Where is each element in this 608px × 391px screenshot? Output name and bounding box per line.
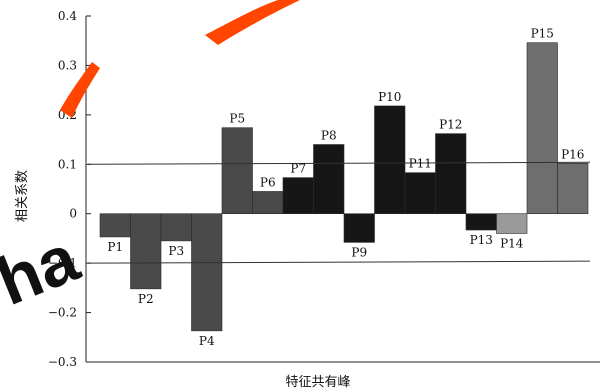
y-tick-label: 0.4 (58, 9, 77, 23)
bar-p16 (557, 162, 589, 215)
y-tick-label: −0.3 (48, 355, 77, 369)
bar-label-p2: P2 (138, 292, 154, 306)
bar-label-p9: P9 (351, 245, 367, 259)
y-axis-title: 相关系数 (15, 170, 30, 222)
bar-label-p14: P14 (500, 236, 524, 250)
y-tick-label: 0.1 (58, 157, 77, 171)
bar-p13 (465, 213, 497, 231)
bar-label-p11: P11 (409, 157, 432, 171)
bar-labels: P1 P2 P3 P4 P5 P6 P7 P8 P9 P10 P11 P12 P13 P14 P15 P16 (107, 27, 584, 348)
bar-label-p10: P10 (378, 90, 401, 104)
reference-line (87, 161, 591, 165)
bar-p15 (526, 42, 558, 215)
bar-p2 (130, 213, 162, 290)
bar-label-p16: P16 (561, 147, 584, 161)
bar-label-p12: P12 (439, 118, 462, 132)
bar-label-p3: P3 (168, 244, 184, 258)
bar-p12 (435, 133, 467, 215)
y-tick-labels: 0.40.30.20.10−0.1−0.2−0.3 (48, 9, 77, 369)
bar-label-p5: P5 (229, 112, 245, 126)
x-axis-title: 特征共有峰 (285, 375, 350, 390)
watermark-stroke (205, 0, 300, 45)
bar-p9 (343, 213, 375, 243)
reference-line (87, 260, 591, 264)
y-tick-label: −0.1 (48, 256, 77, 270)
watermark-stroke (60, 62, 100, 118)
bar-label-p4: P4 (199, 334, 215, 348)
bar-p14 (496, 213, 528, 234)
bar-label-p6: P6 (260, 175, 276, 189)
reference-lines (87, 161, 591, 264)
bar-p1 (99, 213, 131, 238)
bar-p5 (221, 127, 253, 215)
y-tick-label: 0 (69, 207, 77, 221)
bar-label-p7: P7 (290, 162, 306, 176)
bar-p6 (252, 191, 284, 215)
y-tick-label: 0.3 (58, 58, 77, 72)
bar-label-p13: P13 (470, 233, 493, 247)
bar-p7 (282, 177, 314, 215)
bar-series (99, 42, 589, 332)
bar-p4 (191, 213, 223, 332)
bar-label-p15: P15 (531, 27, 554, 41)
y-tick-label: −0.2 (48, 306, 77, 320)
bar-p8 (313, 144, 345, 215)
bar-p3 (160, 213, 192, 242)
bar-p10 (374, 105, 406, 215)
bar-label-p8: P8 (321, 129, 337, 143)
bar-label-p1: P1 (107, 240, 123, 254)
bar-p11 (404, 172, 436, 215)
